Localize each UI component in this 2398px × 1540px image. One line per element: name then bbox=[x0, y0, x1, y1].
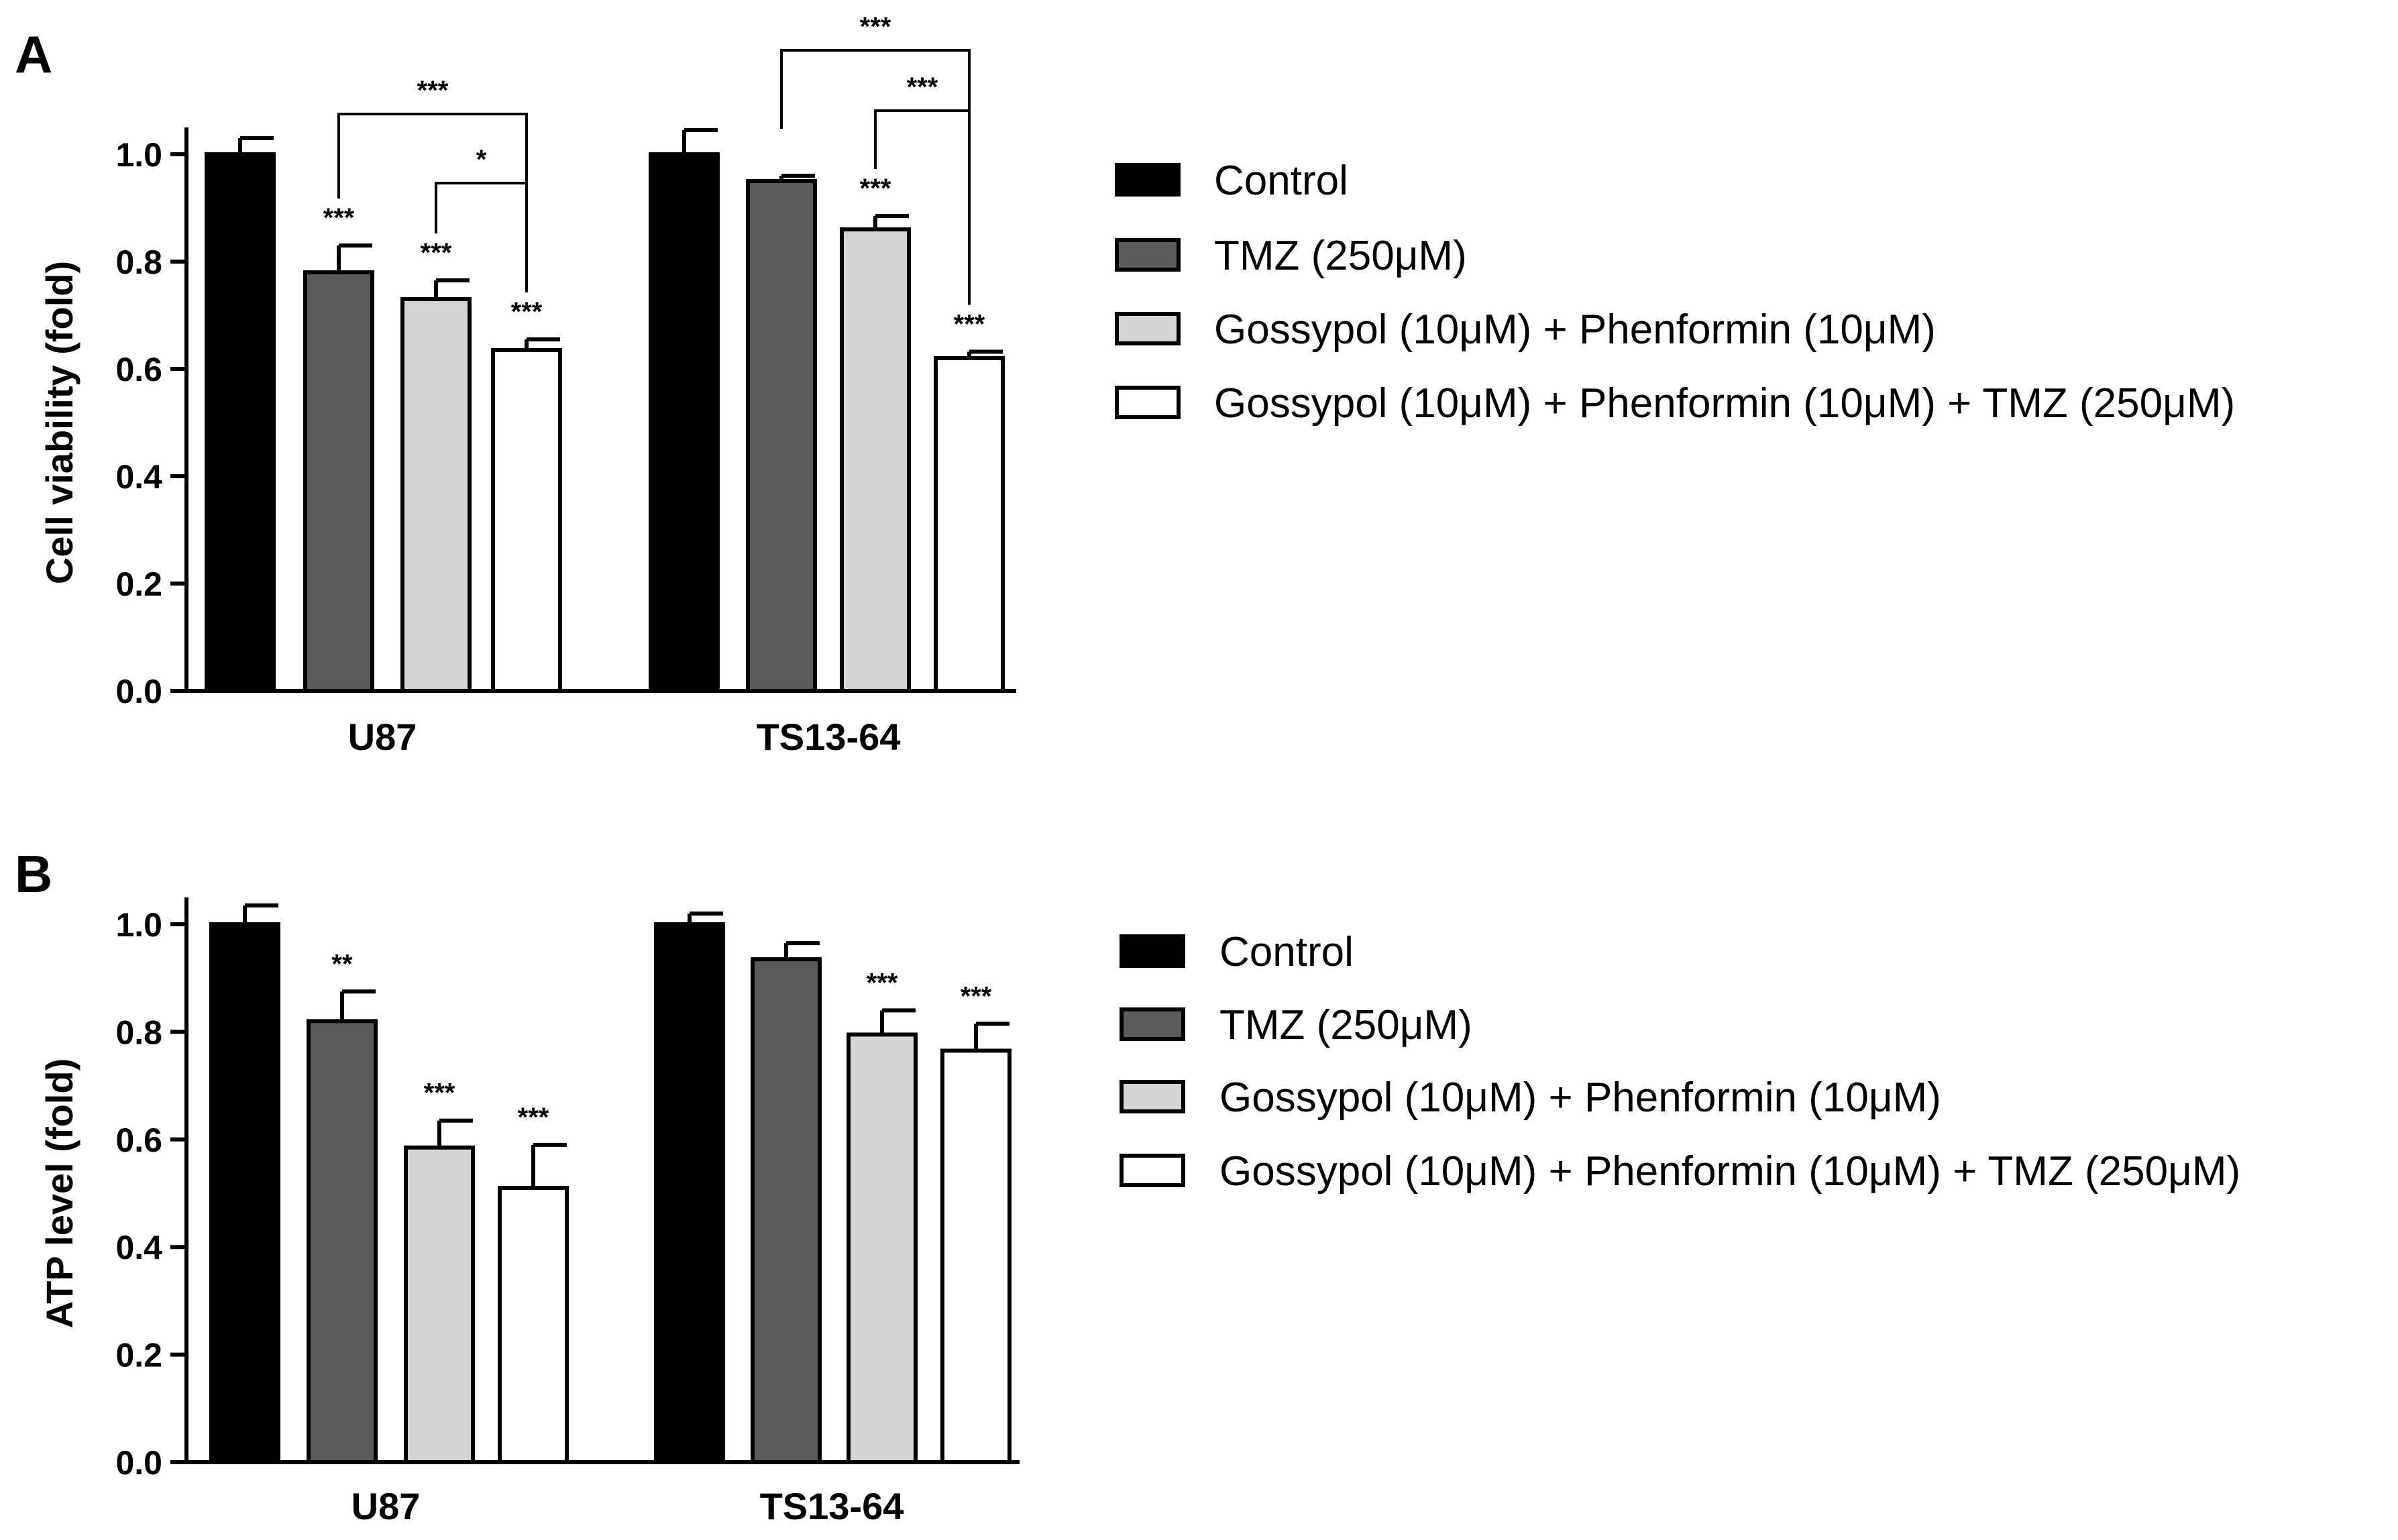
y-tick-label: 0.6 bbox=[115, 351, 162, 388]
bar bbox=[205, 152, 276, 693]
x-tick-label: U87 bbox=[351, 1485, 421, 1527]
y-tick-label: 0.4 bbox=[115, 1229, 162, 1266]
significance-label: *** bbox=[954, 309, 985, 339]
legend-swatch bbox=[1120, 1080, 1185, 1113]
y-axis-label: Cell viability (fold) bbox=[38, 261, 80, 584]
significance-bracket bbox=[435, 182, 528, 292]
x-tick-label: U87 bbox=[348, 716, 417, 758]
y-tick-label: 1.0 bbox=[115, 136, 162, 174]
significance-label: *** bbox=[323, 203, 355, 233]
legend-label: Gossypol (10μM) + Phenformin (10μM) + TM… bbox=[1214, 380, 2235, 427]
x-tick-label: TS13-64 bbox=[757, 716, 901, 758]
bar bbox=[751, 957, 822, 1464]
bar bbox=[491, 348, 562, 693]
y-tick-label: 1.0 bbox=[115, 906, 162, 944]
bracket-label: *** bbox=[860, 12, 891, 42]
bar bbox=[307, 1019, 378, 1464]
x-tick-label: TS13-64 bbox=[760, 1485, 904, 1527]
legend-label: TMZ (250μM) bbox=[1214, 233, 1467, 279]
legend-label: Control bbox=[1214, 158, 1348, 204]
legend-swatch bbox=[1115, 312, 1181, 345]
legend-swatch bbox=[1115, 163, 1181, 197]
legend-label: Control bbox=[1219, 929, 1354, 975]
significance-label: *** bbox=[518, 1103, 549, 1132]
y-tick-label: 0.0 bbox=[115, 673, 162, 710]
bar bbox=[847, 1032, 918, 1465]
y-tick-label: 0.2 bbox=[115, 1337, 162, 1374]
bracket-label: *** bbox=[907, 72, 938, 102]
significance-label: *** bbox=[424, 1079, 455, 1108]
significance-label: *** bbox=[421, 238, 452, 268]
bar bbox=[934, 356, 1005, 693]
bar bbox=[303, 270, 374, 693]
significance-label: *** bbox=[961, 981, 992, 1011]
panel-a-chart: A 0.0 0.2 0.4 0.6 0.8 1.0 Cell viability (fold)… bbox=[15, 12, 2235, 758]
legend-label: TMZ (250μM) bbox=[1219, 1002, 1472, 1048]
y-tick-label: 0.2 bbox=[115, 565, 162, 603]
y-tick-label: 0.8 bbox=[115, 243, 162, 281]
legend-swatch bbox=[1115, 386, 1181, 419]
legend-swatch bbox=[1115, 238, 1181, 272]
significance-label: *** bbox=[860, 174, 891, 203]
significance-label: *** bbox=[867, 968, 898, 997]
bracket-label: * bbox=[476, 145, 487, 174]
bracket-label: *** bbox=[417, 76, 449, 105]
legend-swatch bbox=[1120, 934, 1185, 968]
bar bbox=[654, 922, 725, 1464]
bar bbox=[404, 1145, 475, 1464]
significance-label: ** bbox=[331, 949, 353, 979]
bar bbox=[400, 297, 472, 693]
bar bbox=[746, 179, 817, 693]
bar bbox=[209, 922, 280, 1464]
panel-label: A bbox=[15, 25, 52, 84]
legend-label: Gossypol (10μM) + Phenformin (10μM) + TM… bbox=[1219, 1148, 2240, 1195]
bar bbox=[940, 1048, 1012, 1464]
significance-bracket bbox=[874, 109, 971, 305]
y-tick-label: 0.4 bbox=[115, 458, 162, 496]
legend-swatch bbox=[1120, 1154, 1185, 1187]
y-tick-label: 0.6 bbox=[115, 1121, 162, 1159]
y-tick-label: 0.8 bbox=[115, 1013, 162, 1051]
bar bbox=[649, 152, 720, 693]
legend-label: Gossypol (10μM) + Phenformin (10μM) bbox=[1214, 307, 1936, 353]
panel-label: B bbox=[15, 844, 52, 903]
significance-label: *** bbox=[511, 297, 543, 327]
y-axis-label: ATP level (fold) bbox=[38, 1058, 80, 1328]
legend-swatch bbox=[1120, 1007, 1185, 1041]
bar bbox=[498, 1185, 569, 1464]
bar bbox=[840, 227, 911, 693]
legend-label: Gossypol (10μM) + Phenformin (10μM) bbox=[1219, 1075, 1941, 1121]
y-tick-label: 0.0 bbox=[115, 1444, 162, 1482]
